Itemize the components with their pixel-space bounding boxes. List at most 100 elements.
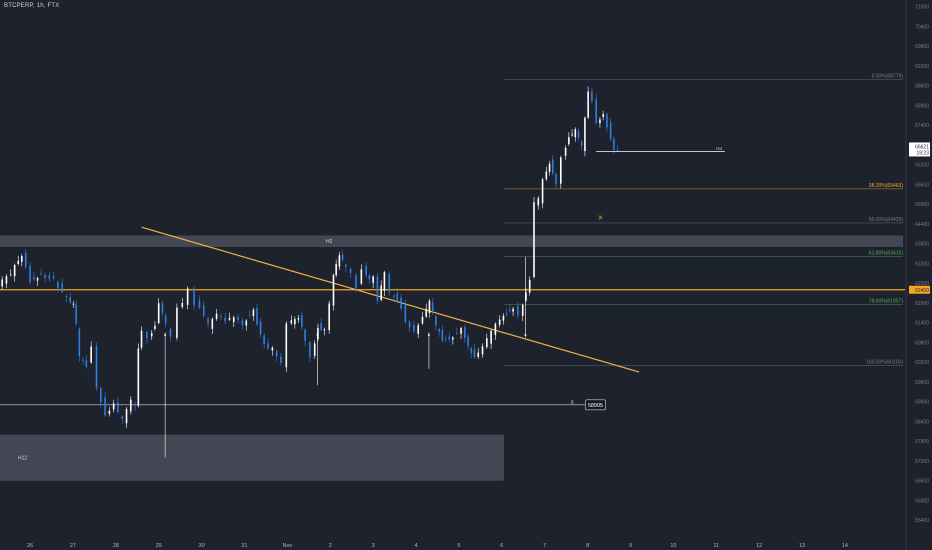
candle-body bbox=[215, 313, 218, 319]
y-tick-label: 58400 bbox=[915, 419, 929, 425]
x-tick-label: 2 bbox=[329, 543, 332, 549]
y-tick-label: 68600 bbox=[915, 84, 929, 90]
candle-body bbox=[595, 99, 597, 123]
candle-body bbox=[256, 308, 258, 325]
y-tick-label: 67400 bbox=[915, 123, 929, 129]
candle-body bbox=[36, 277, 39, 281]
candle-body bbox=[297, 318, 300, 320]
candle-body bbox=[490, 330, 492, 344]
y-tick-label: 60200 bbox=[915, 360, 929, 366]
orange-axis-tag-label: 62400 bbox=[915, 288, 929, 294]
candle-body bbox=[48, 275, 51, 279]
candle-body bbox=[498, 319, 501, 325]
candle-body bbox=[335, 264, 337, 276]
h4-label: H4 bbox=[716, 146, 722, 151]
candle-body bbox=[316, 334, 319, 336]
orange-axis-tag bbox=[909, 285, 930, 294]
candle-body bbox=[134, 403, 136, 406]
level-marker: X bbox=[570, 400, 574, 406]
candle-body bbox=[241, 320, 244, 326]
candle-body bbox=[599, 119, 601, 124]
zone-label: H12 bbox=[18, 456, 27, 462]
candle-body bbox=[393, 295, 395, 297]
candle-body bbox=[13, 264, 16, 277]
candle-body bbox=[95, 345, 98, 388]
candle-body bbox=[481, 346, 484, 355]
time-axis bbox=[0, 540, 932, 550]
candle-body bbox=[438, 328, 440, 332]
candle-body bbox=[164, 315, 167, 324]
x-tick-label: 29 bbox=[156, 543, 162, 549]
level-box bbox=[585, 399, 606, 411]
candle-body bbox=[5, 276, 8, 284]
candle-body bbox=[616, 149, 619, 151]
candle-body bbox=[460, 328, 462, 334]
candle-body bbox=[428, 300, 431, 313]
candle-body bbox=[21, 256, 23, 262]
candle-body bbox=[29, 265, 31, 283]
price-tag-value: 66621 bbox=[915, 144, 929, 150]
fib-label: 38.20%(65463) bbox=[869, 183, 904, 189]
candle-body bbox=[559, 157, 562, 184]
candle-body bbox=[249, 315, 251, 317]
x-tick-label: 7 bbox=[543, 543, 546, 549]
candle-body bbox=[517, 305, 519, 316]
candle-body bbox=[228, 317, 231, 320]
candle-body bbox=[580, 141, 583, 146]
x-tick-label: 13 bbox=[799, 543, 805, 549]
candle-body bbox=[323, 329, 326, 331]
candle-body bbox=[464, 327, 466, 339]
candle-body bbox=[52, 276, 55, 279]
candle-body bbox=[61, 283, 63, 293]
x-tick-label: 14 bbox=[842, 543, 848, 549]
candle-body bbox=[252, 309, 255, 317]
candle-body bbox=[345, 264, 347, 268]
candle-body bbox=[548, 163, 551, 172]
trendline bbox=[141, 226, 640, 373]
candle-body bbox=[33, 277, 35, 280]
candle-body bbox=[521, 304, 524, 316]
candle-body bbox=[477, 352, 480, 358]
x-tick-label: 8 bbox=[586, 543, 589, 549]
x-tick-label: 5 bbox=[457, 543, 460, 549]
candle-body bbox=[541, 179, 544, 204]
candle-body bbox=[533, 202, 535, 278]
y-tick-label: 62600 bbox=[915, 281, 929, 287]
candle-body bbox=[108, 410, 111, 414]
candle-body bbox=[150, 333, 153, 337]
zone-h2 bbox=[0, 235, 903, 247]
candle-body bbox=[186, 288, 189, 305]
y-tick-label: 65000 bbox=[915, 202, 929, 208]
candle-body bbox=[452, 337, 454, 340]
y-tick-label: 59000 bbox=[915, 400, 929, 406]
candle-body bbox=[388, 274, 391, 292]
y-tick-label: 60800 bbox=[915, 340, 929, 346]
candle-body bbox=[104, 397, 106, 416]
fib-label: 50.00%(64429) bbox=[869, 217, 904, 223]
x-tick-label: 3 bbox=[372, 543, 375, 549]
candle-body bbox=[568, 137, 570, 145]
candle-body bbox=[528, 279, 531, 293]
candle-body bbox=[169, 328, 172, 337]
candle-body bbox=[435, 316, 437, 326]
candle-body bbox=[57, 282, 59, 289]
x-tick-label: 4 bbox=[415, 543, 418, 549]
zone-label: H2 bbox=[326, 239, 333, 245]
candle-body bbox=[473, 349, 476, 358]
y-tick-label: 59600 bbox=[915, 380, 929, 386]
x-tick-label: Nov bbox=[282, 543, 292, 549]
y-tick-label: 55400 bbox=[915, 518, 929, 524]
y-tick-label: 62000 bbox=[915, 301, 929, 307]
y-tick-label: 68000 bbox=[915, 103, 929, 109]
candle-body bbox=[267, 343, 269, 349]
candle-body bbox=[380, 285, 382, 301]
candle-body bbox=[271, 347, 274, 351]
y-tick-label: 70400 bbox=[915, 24, 929, 30]
candle-body bbox=[164, 334, 166, 336]
x-tick-label: 11 bbox=[713, 543, 719, 549]
fib-label: 61.80%(63415) bbox=[869, 250, 904, 256]
candle-body bbox=[220, 316, 222, 318]
candle-body bbox=[78, 328, 81, 357]
candle-body bbox=[65, 295, 68, 298]
